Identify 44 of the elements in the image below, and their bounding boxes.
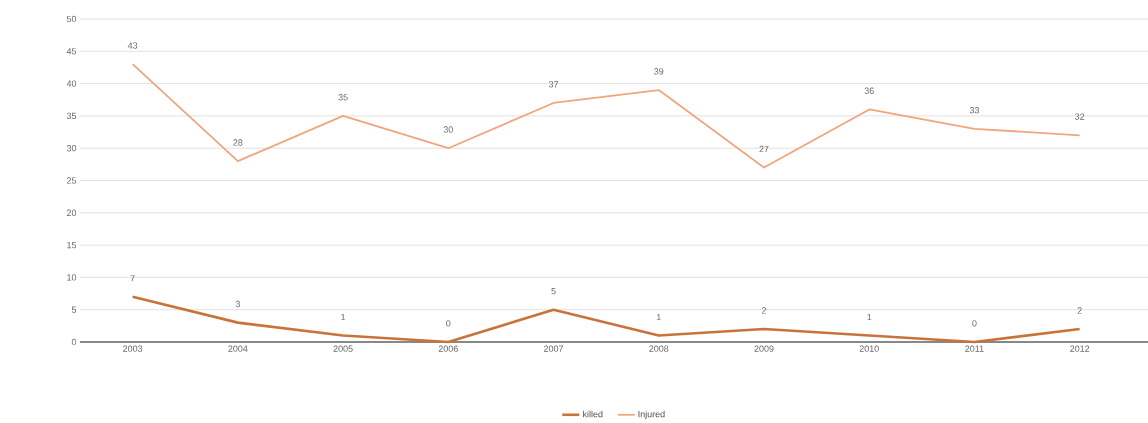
x-tick-label: 2010 [859, 345, 879, 352]
data-label: 39 [654, 68, 664, 75]
y-tick-label: 15 [67, 241, 77, 249]
y-tick-label: 30 [66, 145, 77, 152]
data-label: 5 [551, 287, 556, 295]
y-tick-label: 5 [71, 306, 77, 313]
line-series [131, 295, 1081, 344]
legend-label: Injured [638, 410, 665, 420]
x-tick-label: 2011 [965, 345, 984, 352]
data-label: 2 [761, 307, 767, 314]
data-label: 1 [656, 313, 661, 321]
data-label: 1 [341, 313, 346, 321]
data-label: 2 [1077, 307, 1082, 314]
data-label: 7 [130, 275, 135, 282]
y-tick-label: 40 [66, 80, 77, 87]
data-label: 0 [972, 320, 977, 327]
x-tick-label: 2006 [438, 345, 458, 352]
y-tick-label: 45 [66, 48, 77, 55]
data-label: 27 [759, 145, 769, 153]
data-label: 1 [867, 313, 872, 321]
x-tick-label: 2007 [544, 345, 564, 352]
x-tick-label: 2012 [1070, 345, 1090, 352]
x-tick-label: 2008 [649, 345, 669, 352]
data-label: 36 [864, 87, 874, 94]
data-label: 43 [127, 42, 138, 49]
y-tick-label: 10 [67, 274, 77, 281]
data-label: 37 [548, 81, 559, 88]
x-tick-label: 2003 [123, 345, 143, 352]
y-tick-label: 50 [66, 15, 77, 23]
y-tick-label: 0 [71, 338, 77, 346]
x-tick-label: 2009 [754, 345, 774, 352]
data-label: 0 [446, 320, 451, 327]
y-tick-label: 25 [66, 177, 77, 184]
data-label: 35 [338, 94, 348, 101]
data-label: 30 [443, 126, 453, 133]
x-tick-label: 2005 [333, 345, 353, 352]
data-label: 28 [233, 139, 243, 146]
y-tick-label: 35 [66, 112, 77, 120]
data-label: 32 [1075, 113, 1085, 120]
x-tick-label: 2004 [228, 345, 248, 352]
data-label: 3 [235, 300, 240, 308]
y-tick-label: 20 [66, 209, 77, 216]
data-label: 33 [969, 106, 980, 114]
legend-label: killed [583, 410, 603, 418]
